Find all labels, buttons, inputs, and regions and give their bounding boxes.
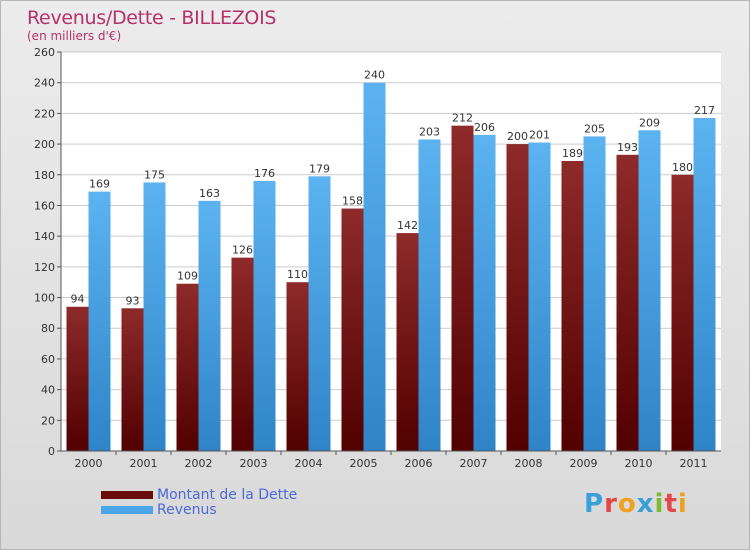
x-tick-label: 2006 [405, 457, 433, 470]
bar-debt [671, 174, 694, 451]
x-tick-label: 2009 [570, 457, 598, 470]
bar-debt [451, 125, 474, 452]
chart-title: Revenus/Dette - BILLEZOIS [27, 7, 277, 29]
data-label-revenue: 163 [199, 187, 220, 200]
bar-revenue [638, 130, 661, 451]
bar-debt [396, 233, 419, 451]
proxiti-logo: Proxiti [584, 489, 688, 519]
bar-revenue [253, 180, 276, 451]
data-label-debt: 93 [126, 294, 140, 307]
logo-letter: i [654, 489, 665, 519]
data-label-debt: 94 [71, 293, 85, 306]
bar-revenue [198, 200, 221, 451]
data-label-debt: 212 [452, 112, 473, 125]
bar-revenue [143, 182, 166, 451]
data-label-debt: 142 [397, 219, 418, 232]
data-label-debt: 193 [617, 141, 638, 154]
y-tick-label: 0 [48, 445, 55, 458]
data-label-revenue: 175 [144, 168, 165, 181]
data-label-debt: 189 [562, 147, 583, 160]
legend-swatch-revenue [101, 505, 153, 514]
y-tick-label: 200 [34, 138, 55, 151]
data-label-revenue: 240 [364, 69, 385, 82]
y-tick-label: 80 [41, 322, 55, 335]
bar-debt [121, 308, 144, 451]
y-tick-label: 220 [34, 107, 55, 120]
legend-label-debt: Montant de la Dette [157, 486, 298, 503]
plot-area [61, 52, 721, 451]
data-label-debt: 126 [232, 244, 253, 257]
bar-revenue [583, 136, 606, 451]
bar-debt [341, 208, 364, 451]
bar-revenue [528, 142, 551, 452]
logo-letter: t [664, 489, 678, 519]
bar-debt [506, 144, 529, 452]
bar-debt [616, 154, 639, 452]
data-label-debt: 200 [507, 130, 528, 143]
data-label-revenue: 203 [419, 125, 440, 138]
x-tick-label: 2008 [515, 457, 543, 470]
chart-subtitle: (en milliers d'€) [27, 29, 122, 43]
logo-letter: x [636, 489, 655, 519]
x-tick-label: 2000 [75, 457, 103, 470]
logo-letter: r [604, 489, 618, 519]
x-tick-label: 2003 [240, 457, 268, 470]
grid [61, 51, 721, 452]
bar-debt [176, 283, 199, 451]
bar-revenue [418, 139, 441, 451]
bar-debt [286, 282, 309, 451]
x-tick-label: 2001 [130, 457, 158, 470]
y-tick-label: 40 [41, 384, 55, 397]
y-tick-label: 120 [34, 261, 55, 274]
bar-debt [561, 160, 584, 451]
data-label-debt: 158 [342, 195, 363, 208]
x-tick-label: 2007 [460, 457, 488, 470]
bar-debt [66, 306, 89, 451]
axes: 0 20 40 60 80 100 120 140 160 180 200 220 240 260 2000… [34, 46, 721, 470]
bar-revenue [363, 82, 386, 451]
x-tick-label: 2005 [350, 457, 378, 470]
y-tick-label: 60 [41, 353, 55, 366]
x-tick-label: 2011 [680, 457, 708, 470]
data-label-revenue: 217 [694, 104, 715, 117]
data-label-revenue: 209 [639, 116, 660, 129]
bar-revenue [308, 176, 331, 452]
data-labels: 94 169 93 175 109 163 126 176 110 179 158 240 142 203… [71, 69, 716, 308]
y-tick-label: 260 [34, 46, 55, 59]
data-label-revenue: 201 [529, 129, 550, 142]
legend: Montant de la Dette Revenus [101, 486, 298, 518]
y-tick-label: 140 [34, 230, 55, 243]
legend-item-debt: Montant de la Dette [101, 486, 298, 503]
logo-letter: i [677, 489, 688, 519]
y-tick-label: 160 [34, 199, 55, 212]
bar-revenue [88, 191, 111, 451]
x-tick-label: 2004 [295, 457, 323, 470]
data-label-revenue: 206 [474, 121, 495, 134]
bar-debt [231, 257, 254, 451]
y-tick-label: 20 [41, 414, 55, 427]
x-tick-label: 2010 [625, 457, 653, 470]
data-label-revenue: 169 [89, 178, 110, 191]
legend-item-revenue: Revenus [101, 501, 297, 518]
y-tick-label: 100 [34, 292, 55, 305]
data-label-revenue: 205 [584, 122, 605, 135]
y-tick-label: 180 [34, 169, 55, 182]
bar-revenue [473, 134, 496, 451]
y-tick-label: 240 [34, 77, 55, 90]
bar-revenue [693, 117, 716, 451]
x-tick-label: 2002 [185, 457, 213, 470]
data-label-revenue: 179 [309, 162, 330, 175]
logo-letter: P [584, 489, 605, 519]
data-label-revenue: 176 [254, 167, 275, 180]
legend-swatch-debt [101, 490, 153, 499]
logo-letter: o [617, 489, 637, 519]
data-label-debt: 109 [177, 270, 198, 283]
legend-label-revenue: Revenus [157, 501, 217, 518]
bars [66, 82, 716, 452]
data-label-debt: 180 [672, 161, 693, 174]
data-label-debt: 110 [287, 268, 308, 281]
